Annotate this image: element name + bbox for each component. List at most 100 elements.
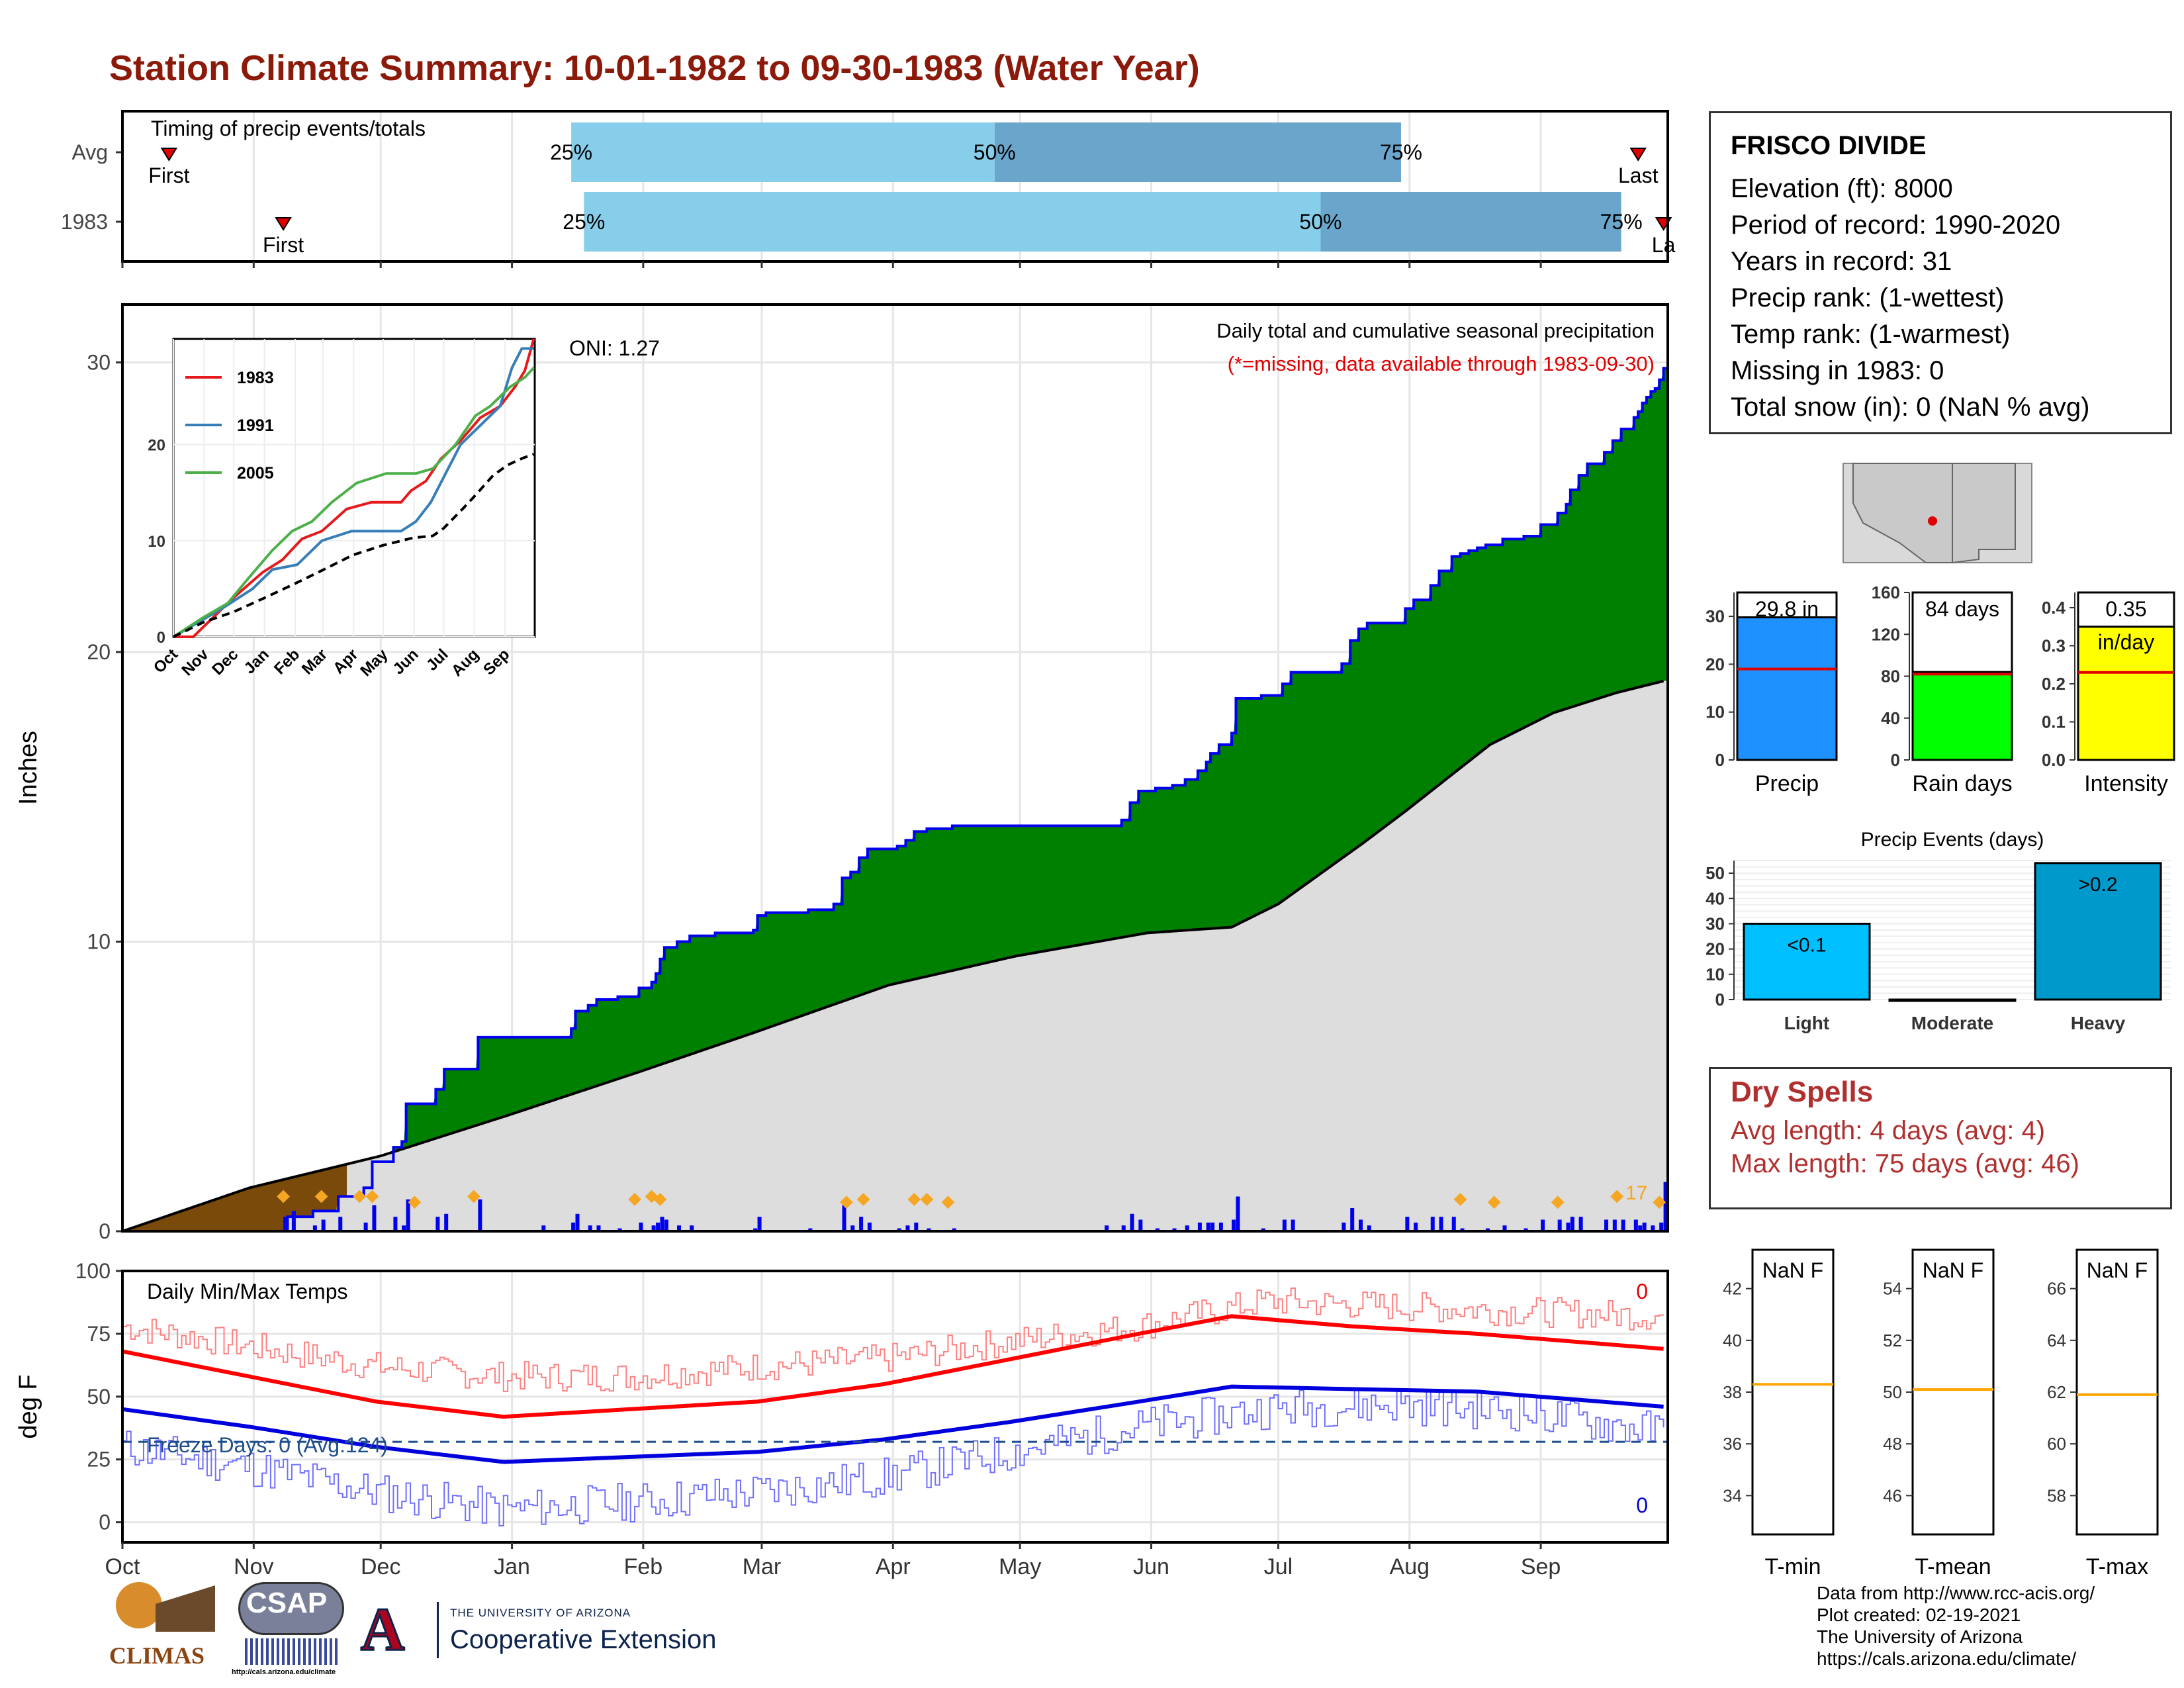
ua-divider (437, 1602, 439, 1658)
temp-frame (121, 1270, 1669, 1544)
value-label: 84 days (1925, 597, 1999, 621)
daily-precip-bar (842, 1205, 846, 1231)
daily-precip-bar (406, 1199, 410, 1231)
y-tick-label: 20 (87, 640, 111, 664)
daily-precip-bar (1566, 1222, 1570, 1231)
y-tick-label: 10 (87, 930, 111, 954)
daily-precip-bar (596, 1225, 601, 1231)
dry-spells-avg: Avg length: 4 days (avg: 4) (1731, 1116, 2046, 1145)
station-elevation: Elevation (ft): 8000 (1731, 174, 1953, 203)
daily-precip-bar (1541, 1219, 1545, 1231)
category-label: T-mean (1915, 1554, 1991, 1579)
category-label: Rain days (1912, 771, 2012, 796)
timing-row-label: 1983 (61, 210, 108, 234)
y-tick-label: 34 (1723, 1485, 1742, 1505)
value-label: NaN F (1923, 1258, 1983, 1282)
y-tick-label: 0.1 (2042, 712, 2066, 732)
y-tick-label: 54 (1883, 1279, 1902, 1299)
timing-chart: 25% 50% 75% First Last Avg 25% 50% 75% First La 198… (61, 110, 1676, 268)
box-frame (1911, 1248, 1995, 1536)
y-tick-label: 30 (87, 351, 111, 375)
inset-y-tick: 0 (157, 629, 165, 647)
events-title: Precip Events (days) (1861, 829, 2044, 851)
heavy-event-marker (907, 1192, 921, 1206)
y-tick-label: 0 (99, 1219, 111, 1243)
y-tick-label: 0.2 (2042, 674, 2066, 694)
y-axis-label: deg F (15, 1374, 42, 1438)
y-tick-label: 62 (2047, 1382, 2066, 1402)
event-bar (1888, 998, 2017, 1002)
heavy-event-marker (1610, 1190, 1624, 1203)
y-tick-label: 58 (2047, 1485, 2066, 1505)
heavy-event-marker (353, 1190, 367, 1203)
daily-precip-bar (1439, 1217, 1443, 1231)
station-snow: Total snow (in): 0 (NaN % avg) (1731, 393, 2090, 422)
daily-precip-bar (1460, 1228, 1465, 1231)
daily-precip-bar (1502, 1225, 1507, 1231)
daily-precip-bar (338, 1217, 343, 1231)
station-info-panel: FRISCO DIVIDE Elevation (ft): 8000 Perio… (1709, 111, 2172, 434)
inset-legend-label: 1991 (237, 416, 274, 435)
daily-precip-bar (753, 1228, 758, 1231)
daily-precip-bar (1185, 1225, 1189, 1231)
timing-title: Timing of precip events/totals (151, 117, 426, 140)
daily-precip-bar (541, 1225, 546, 1231)
daily-precip-bar (1172, 1228, 1177, 1231)
tmin-count: 0 (1636, 1493, 1648, 1517)
station-years: Years in record: 31 (1731, 247, 1952, 276)
y-tick-label: 10 (1706, 964, 1725, 984)
value-bar (1911, 671, 2013, 761)
x-tick-label: Oct (105, 1554, 140, 1579)
average-cumulative-area (122, 680, 1668, 1231)
y-tick-label: 38 (1723, 1382, 1742, 1402)
station-period: Period of record: 1990-2020 (1731, 211, 2061, 240)
daily-precip-bar (363, 1222, 368, 1231)
event-bar (2034, 862, 2162, 1001)
daily-precip-bar (1138, 1219, 1143, 1231)
category-label: Intensity (2084, 771, 2168, 796)
daily-precip-bar (588, 1225, 592, 1231)
daily-precip-bar (1578, 1217, 1583, 1231)
heavy-event-marker (1487, 1196, 1501, 1209)
heavy-event-marker (314, 1190, 328, 1203)
y-tick-label: 120 (1872, 624, 1900, 644)
ua-a-icon: A (359, 1595, 405, 1663)
tmin_box-chart: 34 36 38 40 42 NaN F T-min (1723, 1248, 1835, 1579)
heavy-event-marker (277, 1190, 290, 1203)
heavy-event-marker (628, 1192, 641, 1206)
daily-precip-bar (575, 1213, 580, 1231)
page-title: Station Climate Summary: 10-01-1982 to 0… (109, 48, 1200, 88)
value-unit-label: in/day (2098, 630, 2154, 654)
daily-precip-bar (859, 1217, 864, 1231)
y-tick-label: 0 (99, 1511, 111, 1534)
daily-precip-bar (651, 1225, 656, 1231)
y-tick-label: 0 (1891, 750, 1900, 770)
daily-precip-bar (927, 1228, 931, 1231)
category-label: Precip (1755, 771, 1819, 796)
ua-unit: Cooperative Extension (450, 1625, 717, 1654)
daily-precip-bar (1350, 1208, 1355, 1231)
daily-precip-bar (914, 1222, 919, 1231)
station-precip-rank: Precip rank: (1-wettest) (1731, 283, 2005, 312)
tmin-1983-line (122, 1387, 1664, 1526)
heavy-event-marker (941, 1196, 955, 1209)
x-tick-label: Mar (743, 1554, 782, 1579)
y-tick-label: 20 (1706, 654, 1725, 674)
daily-precip-bar (1638, 1225, 1643, 1231)
daily-precip-bar (1414, 1222, 1418, 1231)
inset-series-line (172, 367, 535, 638)
daily-precip-bar (905, 1225, 910, 1231)
last-event-marker (1629, 148, 1647, 162)
x-tick-label: Jan (494, 1554, 530, 1579)
first-event-marker (160, 148, 178, 162)
station-location-marker (1928, 516, 1937, 526)
y-tick-label: 66 (2047, 1279, 2066, 1299)
event-bar-label: >0.2 (2078, 874, 2117, 896)
daily-precip-bar (757, 1217, 762, 1231)
heavy-event-marker (1653, 1196, 1666, 1209)
heavy-event-marker (408, 1196, 422, 1209)
daily-precip-bar (677, 1225, 682, 1231)
daily-precip-bar (1430, 1217, 1435, 1231)
daily-precip-bar (1130, 1213, 1134, 1231)
inset-legend-label: 1983 (237, 369, 274, 387)
